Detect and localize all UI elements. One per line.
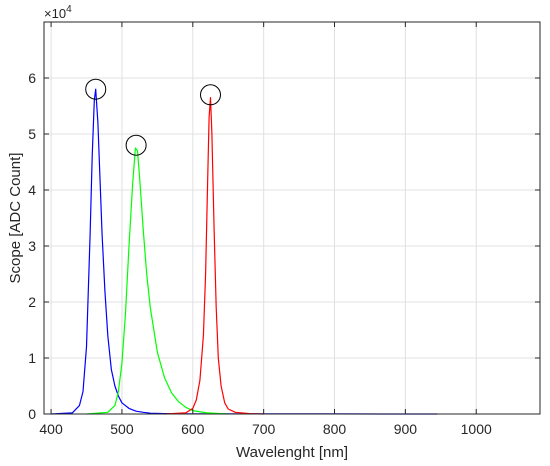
y-tick-label: 3: [28, 238, 36, 254]
y-tick-label: 0: [28, 406, 36, 422]
y-multiplier-label: ×104: [44, 4, 72, 21]
x-tick-label: 700: [252, 421, 276, 437]
x-tick-label: 600: [181, 421, 205, 437]
x-axis-label: Wavelenght [nm]: [236, 444, 348, 461]
y-multiplier-exponent: 4: [66, 4, 72, 15]
peak-marker-circle-1: [85, 78, 107, 100]
y-tick-label: 4: [28, 182, 36, 198]
y-multiplier-base: ×10: [44, 6, 66, 21]
x-tick-label: 800: [323, 421, 347, 437]
y-tick-label: 6: [28, 70, 36, 86]
y-tick-label: 5: [28, 126, 36, 142]
x-tick-label: 1000: [461, 421, 492, 437]
peak-marker-circle-2: [125, 134, 147, 156]
peak-markers: [85, 78, 222, 156]
axis-ticks: [44, 22, 540, 415]
tick-labels: 400 500 600 700 800 900 1000 0 1 2 3 4 5 6: [28, 70, 492, 437]
y-tick-label: 1: [28, 350, 36, 366]
y-axis-label: Scope [ADC Count]: [7, 153, 24, 284]
plot-frame: [43, 21, 541, 415]
x-tick-label: 500: [110, 421, 134, 437]
y-tick-label: 2: [28, 294, 36, 310]
x-tick-label: 900: [394, 421, 418, 437]
plot-area: [44, 22, 540, 414]
x-tick-label: 400: [39, 421, 63, 437]
peak-marker-circle-3: [200, 84, 222, 106]
series-line-3: [164, 96, 264, 415]
series-line-2: [86, 147, 229, 415]
